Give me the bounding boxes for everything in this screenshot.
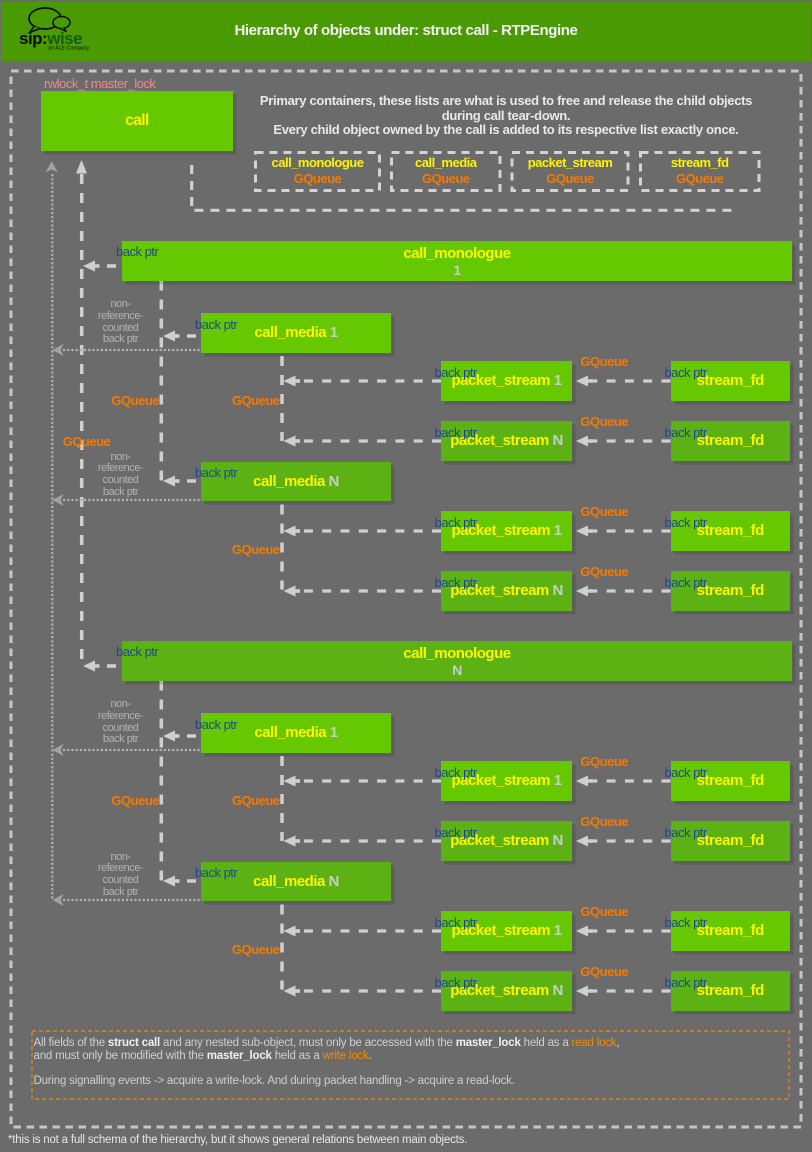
svg-text:sip:wise: sip:wise	[19, 29, 82, 48]
svg-text:an ALE Company: an ALE Company	[48, 46, 90, 52]
